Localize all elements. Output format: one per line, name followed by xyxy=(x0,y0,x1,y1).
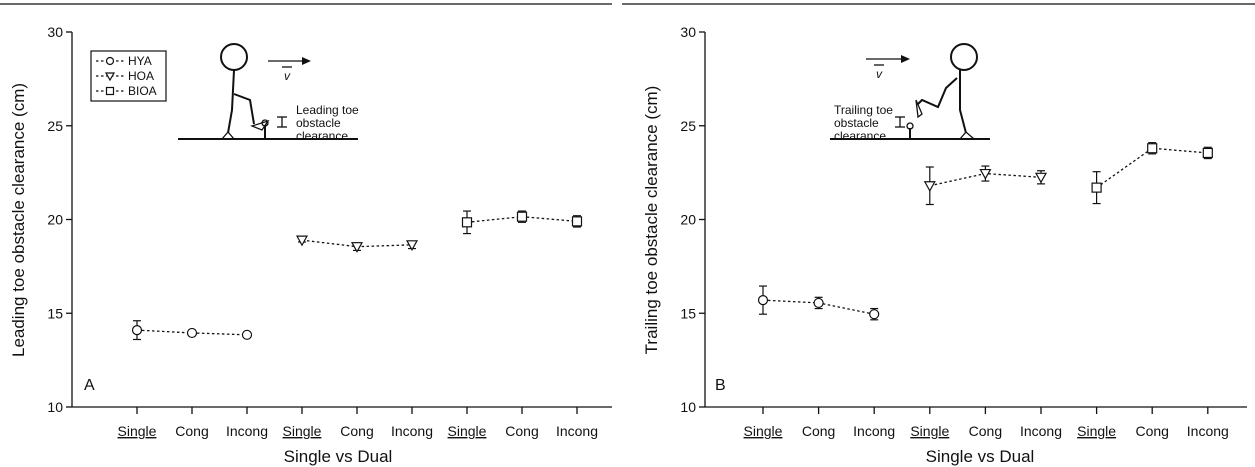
point-hoa-0 xyxy=(923,181,936,192)
annotation-line-3: clearance xyxy=(834,129,886,143)
panel-a: Leading toe obstacle clearance (cm) Sing… xyxy=(0,3,612,466)
annotation-line-2: obstacle xyxy=(296,116,341,130)
stick-figure-head xyxy=(220,43,248,71)
legend-label-hoa: HOA xyxy=(128,69,154,83)
y-tick-label-10: 10 xyxy=(680,399,696,415)
stick-figure-trailing-leg xyxy=(917,77,958,109)
stick-figure-stance-leg xyxy=(227,69,235,134)
point-hya-1 xyxy=(813,297,824,309)
point-hya-2 xyxy=(241,329,253,340)
x-axis-title: Single vs Dual xyxy=(926,447,1035,466)
point-hoa-1 xyxy=(979,168,992,180)
annotation-line-1: Leading toe xyxy=(296,103,359,117)
point-bioa-0 xyxy=(461,217,473,228)
point-hoa-2 xyxy=(1034,172,1048,184)
trailing-toe-illustration: Trailing toe obstacle clearance v xyxy=(830,43,990,143)
y-tick-label-10: 10 xyxy=(47,399,63,415)
stick-figure-stance-leg xyxy=(959,70,967,134)
y-tick-label-20: 20 xyxy=(47,212,63,228)
x-tick-label-2: Incong xyxy=(226,423,268,439)
point-bioa-2 xyxy=(571,216,583,227)
point-hya-1 xyxy=(186,327,198,339)
x-tick-label-8: Incong xyxy=(556,423,598,439)
y-tick-label-25: 25 xyxy=(47,118,63,134)
x-tick-label-3: Single xyxy=(910,423,949,439)
point-bioa-0 xyxy=(1091,182,1102,193)
point-bioa-1 xyxy=(1147,143,1158,154)
annotation-line-2: obstacle xyxy=(834,116,879,130)
point-hya-2 xyxy=(869,309,880,320)
x-tick-label-6: Single xyxy=(1077,423,1116,439)
point-hya-0 xyxy=(757,295,769,306)
y-tick-label-25: 25 xyxy=(680,118,696,134)
legend: HYA HOA BIOA xyxy=(90,50,167,102)
x-tick-label-5: Incong xyxy=(1020,423,1062,439)
obstacle-top xyxy=(906,122,914,130)
velocity-label: v xyxy=(876,67,883,81)
legend-marker-bioa xyxy=(105,86,115,96)
y-tick-label-15: 15 xyxy=(47,305,63,321)
x-tick-label-0: Single xyxy=(744,423,783,439)
stick-figure-head xyxy=(950,43,978,71)
x-tick-label-4: Cong xyxy=(969,423,1002,439)
trailing-foot xyxy=(915,99,923,119)
velocity-label: v xyxy=(284,69,291,83)
point-hoa-1 xyxy=(350,242,364,253)
y-tick-label-30: 30 xyxy=(47,24,63,40)
legend-label-hya: HYA xyxy=(128,54,152,68)
x-tick-label-6: Single xyxy=(448,423,487,439)
stance-foot xyxy=(958,131,976,140)
stick-figure-swing-leg xyxy=(233,93,255,125)
x-tick-label-0: Single xyxy=(118,423,157,439)
x-tick-label-5: Incong xyxy=(391,423,433,439)
obstacle-top xyxy=(261,119,269,127)
x-tick-label-3: Single xyxy=(283,423,322,439)
velocity-arrow-head xyxy=(302,57,311,65)
x-tick-label-7: Cong xyxy=(505,423,538,439)
x-tick-label-7: Cong xyxy=(1135,423,1168,439)
panel-b: Trailing toe obstacle clearance (cm) Sin… xyxy=(622,3,1255,466)
legend-marker-hya xyxy=(105,56,115,66)
y-axis-title: Leading toe obstacle clearance (cm) xyxy=(9,83,28,357)
x-tick-label-2: Incong xyxy=(853,423,895,439)
point-hya-0 xyxy=(131,325,143,336)
point-bioa-1 xyxy=(516,211,528,222)
x-tick-label-4: Cong xyxy=(340,423,373,439)
y-tick-label-30: 30 xyxy=(680,24,696,40)
x-tick-label-1: Cong xyxy=(802,423,835,439)
point-hoa-2 xyxy=(405,240,419,252)
y-tick-label-15: 15 xyxy=(680,305,696,321)
annotation-line-3: clearance xyxy=(296,129,348,143)
annotation-line-1: Trailing toe xyxy=(834,103,893,117)
leading-toe-illustration: Leading toe obstacle clearance v xyxy=(178,43,359,143)
legend-label-bioa: BIOA xyxy=(128,84,157,98)
y-tick-label-20: 20 xyxy=(680,212,696,228)
legend-box xyxy=(90,50,167,102)
x-axis-title: Single vs Dual xyxy=(284,447,393,466)
point-bioa-2 xyxy=(1202,147,1213,159)
stance-foot xyxy=(220,131,236,140)
series-line-bioa xyxy=(1096,147,1208,189)
legend-marker-hoa xyxy=(104,72,116,82)
y-axis-title: Trailing toe obstacle clearance (cm) xyxy=(642,86,661,355)
velocity-arrow-head xyxy=(901,55,910,63)
x-tick-label-8: Incong xyxy=(1187,423,1229,439)
point-hoa-0 xyxy=(295,235,309,247)
panel-letter: B xyxy=(715,377,726,394)
panel-letter: A xyxy=(84,377,95,394)
x-tick-label-1: Cong xyxy=(175,423,208,439)
